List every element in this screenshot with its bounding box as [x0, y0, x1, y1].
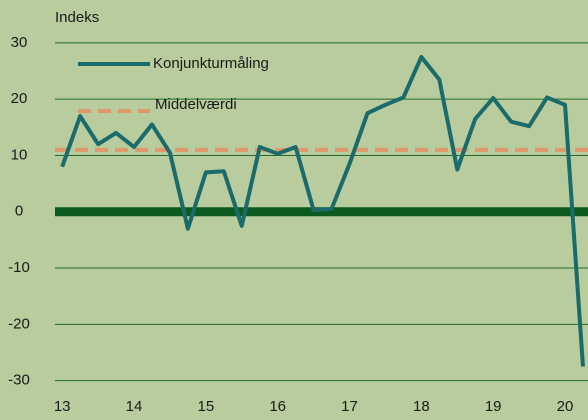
y-tick-label: -20 — [8, 315, 30, 332]
x-tick-label: 18 — [413, 398, 430, 415]
x-tick-label: 16 — [269, 398, 286, 415]
x-tick-label: 17 — [341, 398, 358, 415]
y-tick-label: 10 — [11, 146, 28, 163]
legend-label: Middelværdi — [155, 96, 237, 113]
legend-label: Konjunkturmåling — [153, 55, 269, 72]
x-tick-label: 19 — [485, 398, 502, 415]
x-tick-label: 14 — [126, 398, 143, 415]
y-tick-label: -30 — [8, 372, 30, 389]
y-tick-label: 20 — [11, 90, 28, 107]
series-line — [60, 54, 585, 367]
x-tick-label: 15 — [198, 398, 215, 415]
y-tick-label: 30 — [11, 34, 28, 51]
y-axis-title: Indeks — [55, 9, 99, 26]
y-tick-label: -10 — [8, 259, 30, 276]
y-tick-label: 0 — [15, 203, 23, 220]
x-tick-label: 13 — [54, 398, 71, 415]
x-tick-label: 20 — [557, 398, 574, 415]
